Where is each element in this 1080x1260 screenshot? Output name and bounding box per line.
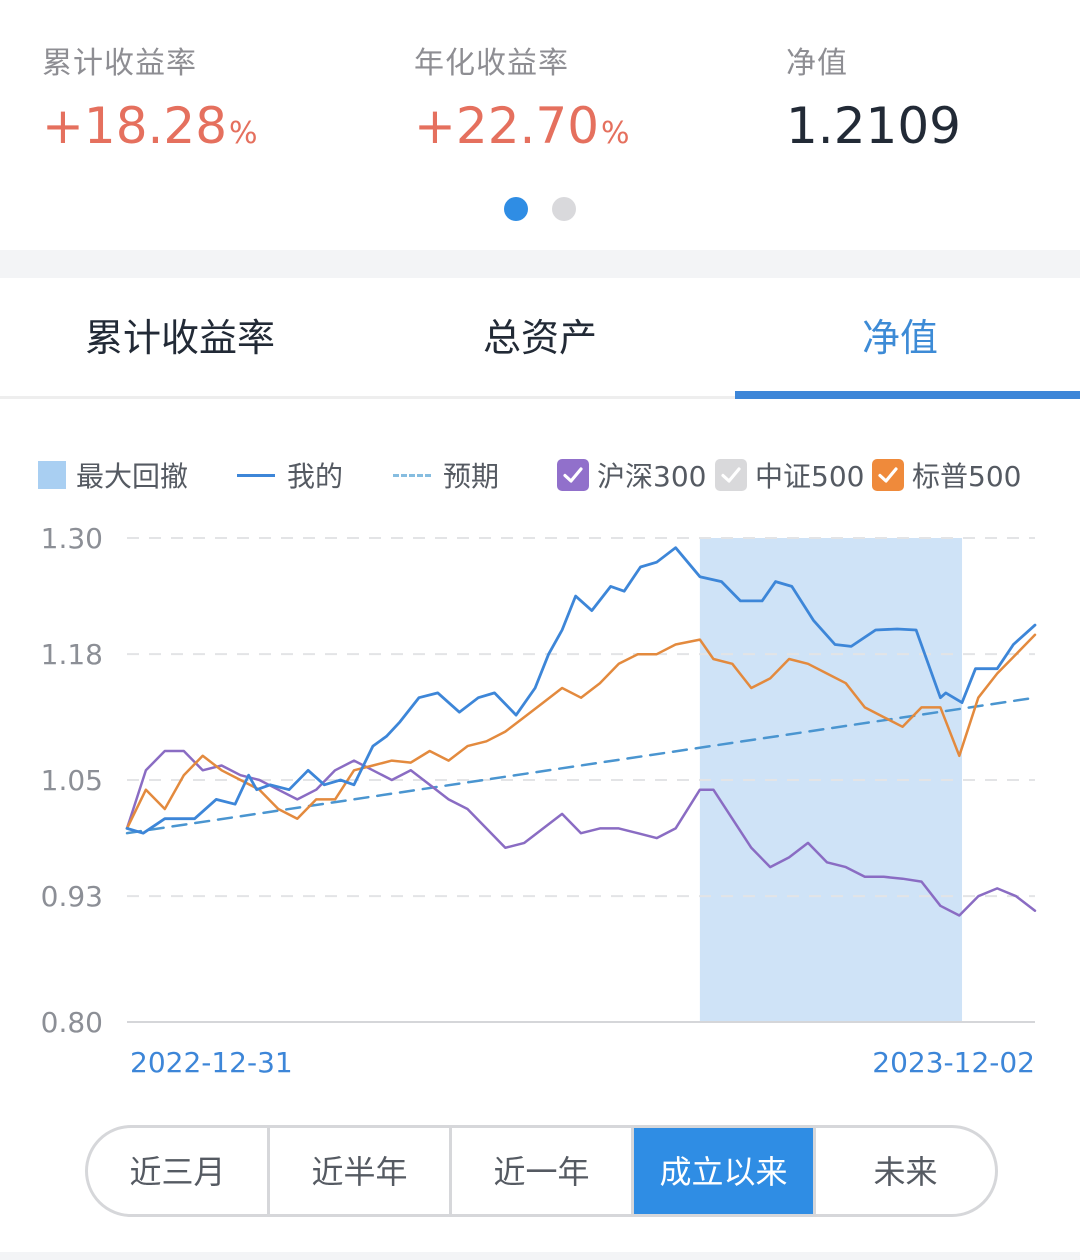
net-value-chart[interactable]: 1.30 1.18 1.05 0.93 0.80 2022-12-31 2023-12-02 bbox=[0, 510, 1080, 1090]
legend-hs300-toggle[interactable]: 沪深300 bbox=[557, 450, 706, 500]
line-swatch bbox=[237, 473, 275, 477]
y-tick-label: 1.30 bbox=[41, 522, 103, 555]
stat-value: 1.2109 bbox=[786, 98, 961, 154]
range-since-inception-button[interactable]: 成立以来 bbox=[634, 1128, 816, 1214]
stat-label: 净值 bbox=[786, 46, 848, 81]
tab-total-assets[interactable]: 总资产 bbox=[482, 316, 597, 360]
legend-sp500-toggle[interactable]: 标普500 bbox=[872, 450, 1021, 500]
checkbox-checked-icon[interactable] bbox=[872, 459, 904, 491]
tab-net-value[interactable]: 净值 bbox=[861, 316, 938, 360]
stat-label: 年化收益率 bbox=[414, 46, 569, 81]
tab-active-indicator bbox=[735, 391, 1080, 399]
legend-label: 中证500 bbox=[755, 460, 865, 493]
page-dot[interactable] bbox=[552, 197, 576, 221]
stat-unit: % bbox=[229, 116, 258, 151]
checkbox-checked-icon[interactable] bbox=[715, 459, 747, 491]
stat-annualized-return: 年化收益率 +22.70% bbox=[414, 38, 630, 162]
series-line-mine bbox=[125, 546, 1037, 835]
legend-label: 预期 bbox=[443, 460, 500, 493]
dashed-line-swatch bbox=[393, 473, 431, 477]
range-future-button[interactable]: 未来 bbox=[873, 1153, 938, 1191]
series-line-hs300 bbox=[125, 749, 1037, 917]
stats-panel: 累计收益率 +18.28% 年化收益率 +22.70% 净值 1.2109 bbox=[0, 0, 1080, 250]
legend-label: 最大回撤 bbox=[76, 460, 189, 493]
series-line-sp500 bbox=[125, 633, 1037, 830]
range-6-months-button[interactable]: 近半年 bbox=[270, 1128, 452, 1214]
legend-label: 沪深300 bbox=[597, 460, 707, 493]
stat-unit: % bbox=[601, 116, 630, 151]
chart-legend: 最大回撤 我的 预期 沪深300 中证500 标普500 bbox=[0, 450, 1080, 500]
x-tick-label: 2023-12-02 bbox=[872, 1046, 1035, 1079]
chart-canvas: 1.30 1.18 1.05 0.93 0.80 2022-12-31 2023-12-02 bbox=[41, 522, 1037, 1079]
y-tick-label: 1.05 bbox=[41, 764, 103, 797]
stat-number: +22.70 bbox=[414, 97, 600, 155]
range-3-months-button[interactable]: 近三月 bbox=[88, 1128, 270, 1214]
stat-value: +18.28% bbox=[42, 98, 258, 162]
legend-expected: 预期 bbox=[393, 450, 499, 500]
checkbox-checked-icon[interactable] bbox=[557, 459, 589, 491]
legend-label: 我的 bbox=[287, 460, 344, 493]
stat-net-value: 净值 1.2109 bbox=[786, 38, 961, 154]
tab-cumulative-return[interactable]: 累计收益率 bbox=[84, 316, 275, 360]
bottom-divider bbox=[0, 1252, 1080, 1260]
series-line-expected bbox=[125, 696, 1037, 835]
page-dot-active[interactable] bbox=[504, 197, 528, 221]
stat-value: +22.70% bbox=[414, 98, 630, 162]
x-tick-label: 2022-12-31 bbox=[130, 1046, 293, 1079]
stat-number: +18.28 bbox=[42, 97, 228, 155]
drawdown-swatch bbox=[38, 461, 66, 489]
chart-tabs: 累计收益率 总资产 净值 bbox=[0, 278, 1080, 399]
legend-label: 标普500 bbox=[912, 460, 1022, 493]
y-tick-label: 0.93 bbox=[41, 880, 103, 913]
legend-mine: 我的 bbox=[237, 450, 343, 500]
stat-label: 累计收益率 bbox=[42, 46, 197, 81]
stat-number: 1.2109 bbox=[786, 97, 961, 155]
section-divider bbox=[0, 250, 1080, 278]
legend-drawdown: 最大回撤 bbox=[38, 450, 188, 500]
stat-cumulative-return: 累计收益率 +18.28% bbox=[42, 38, 258, 162]
legend-zz500-toggle[interactable]: 中证500 bbox=[715, 450, 864, 500]
range-1-year-button[interactable]: 近一年 bbox=[452, 1128, 634, 1214]
time-range-selector: 近三月 近半年 近一年 成立以来 未来 bbox=[85, 1125, 998, 1217]
y-tick-label: 1.18 bbox=[41, 638, 103, 671]
y-tick-label: 0.80 bbox=[41, 1006, 103, 1039]
